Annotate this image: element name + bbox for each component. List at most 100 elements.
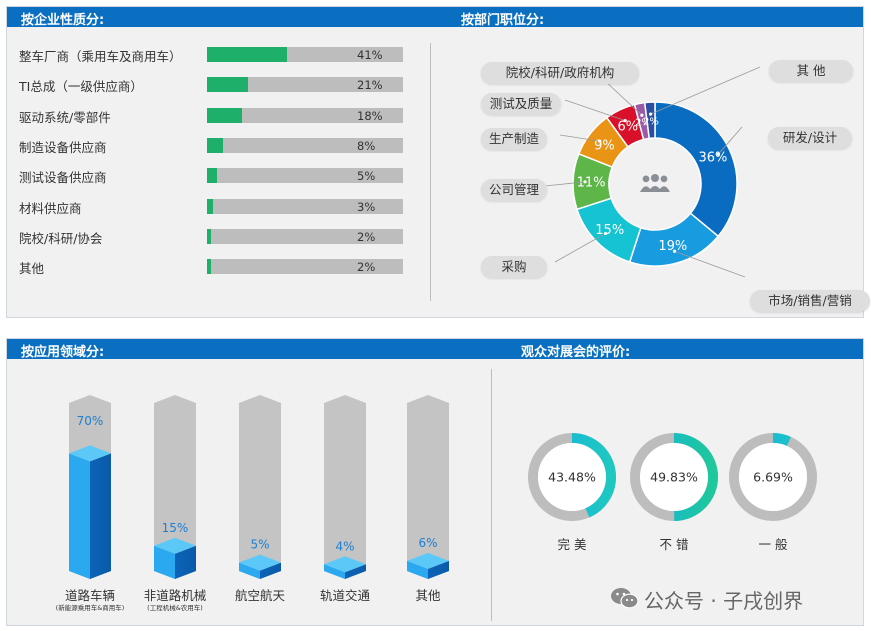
bar-value-label: 2% — [357, 260, 376, 275]
bar-track — [207, 137, 403, 153]
eval-ring-svg: 43.48% 49.83% 6.69% — [528, 433, 817, 521]
bar-fill — [207, 77, 249, 93]
leader-dot — [649, 112, 653, 116]
leader-line — [650, 66, 761, 115]
donut-slice-label: 15% — [595, 223, 624, 238]
column-category-label: 道路车辆 — [64, 588, 115, 603]
dept-category-pill: 市场/销售/营销 — [750, 290, 870, 312]
column-category-label: 非道路机械 — [143, 588, 207, 603]
column-cap — [324, 556, 366, 573]
category-label: 驱动系统/零部件 — [19, 109, 111, 125]
leader-dot — [640, 113, 644, 117]
bar-fill — [207, 259, 211, 275]
people-icon — [640, 174, 670, 192]
bar-value-label: 21% — [357, 78, 383, 93]
bar-fill — [207, 47, 288, 62]
column-fill — [69, 453, 111, 579]
bar-track — [207, 168, 403, 184]
ring-center — [640, 443, 708, 511]
column-category-label: 其他 — [415, 588, 441, 603]
ring-percent-label: 43.48% — [548, 470, 596, 485]
top-panel: 按企业性质分: 按部门职位分: 整车厂商（乘用车及商用车） 41% TI总成（一级供… — [6, 6, 870, 318]
dept-category-pill: 公司管理 — [481, 179, 547, 201]
bar-fill — [207, 198, 213, 214]
bar-value-label: 41% — [357, 48, 383, 62]
dept-category-pill: 研发/设计 — [768, 127, 852, 149]
bar-track — [207, 198, 403, 214]
category-label: 材料供应商 — [19, 200, 82, 216]
ring-value-arc — [528, 433, 616, 521]
category-label: 整车厂商（乘用车及商用车） — [19, 49, 182, 64]
donut-slice — [643, 101, 656, 140]
donut-slice-label: 19% — [658, 239, 687, 254]
bar-track — [207, 107, 403, 123]
column-cap — [407, 552, 449, 569]
column-value-label: 5% — [250, 538, 269, 552]
column-subcaption: (工程机械&农用车) — [147, 604, 203, 612]
bar-value-label: 5% — [357, 169, 376, 184]
domain-column-svg: 70% 15% 5% 4% 6% — [69, 395, 449, 579]
ring-category-label: 不 错 — [659, 537, 689, 552]
bottom-header-bar: 按应用领域分: 观众对展会的评价: — [7, 339, 863, 360]
ring-percent-label: 49.83% — [650, 470, 698, 485]
top-divider — [430, 43, 431, 301]
dept-category-pill: 测试及质量 — [481, 93, 561, 115]
bar-track — [207, 259, 403, 275]
watermark-text: 公众号 · 子戌创界 — [644, 589, 804, 613]
column-track — [154, 395, 196, 579]
dept-category-pill: 采购 — [481, 256, 547, 278]
column-fill — [407, 560, 449, 579]
column-cap — [69, 445, 111, 462]
donut-slice-label: 2% — [643, 117, 659, 128]
column-cap — [239, 554, 281, 571]
wechat-icon — [611, 588, 639, 609]
dept-donut-svg: 36%19%15%11%9%6%2%2% — [544, 66, 761, 278]
ring-category-label: 完 美 — [557, 537, 587, 552]
dept-category-pill: 生产制造 — [481, 128, 547, 150]
bar-value-label: 8% — [357, 138, 376, 153]
donut-slice-label: 6% — [617, 120, 638, 135]
category-label: 制造设备供应商 — [19, 139, 107, 155]
bottom-panel: 按应用领域分: 观众对展会的评价: 70% 15% 5% 4% 6% 道路车辆 (新能源乘用… — [6, 338, 864, 626]
leader-line — [674, 250, 746, 278]
column-fill — [324, 564, 366, 579]
category-label: TI总成（一级供应商） — [19, 79, 143, 95]
donut-slice-label: 11% — [577, 175, 606, 190]
bar-value-label: 2% — [357, 229, 376, 244]
nature-title: 按企业性质分: — [21, 13, 105, 28]
category-label: 院校/科研/协会 — [19, 230, 103, 246]
leader-line — [559, 134, 600, 142]
column-value-label: 6% — [418, 536, 437, 550]
leader-line — [544, 181, 586, 187]
leader-line — [554, 233, 606, 263]
bar-track — [207, 47, 403, 62]
column-category-label: 轨道交通 — [319, 588, 370, 603]
donut-slice — [654, 101, 738, 238]
category-label: 其他 — [19, 261, 45, 277]
donut-slice-label: 36% — [698, 150, 727, 165]
column-track — [324, 395, 366, 579]
leader-line — [718, 126, 743, 155]
column-subcaption: (新能源乘用车&商用车) — [55, 604, 125, 612]
leader-dot — [583, 180, 587, 184]
ring-percent-label: 6.69% — [753, 470, 793, 485]
column-value-label: 15% — [162, 521, 189, 535]
column-fill — [239, 562, 281, 579]
leader-dot — [623, 119, 627, 123]
ring-category-label: 一 般 — [758, 537, 788, 552]
leader-dot — [598, 139, 602, 143]
bar-fill — [207, 137, 223, 153]
bar-value-label: 18% — [357, 108, 383, 123]
bar-fill — [207, 168, 217, 184]
dept-title: 按部门职位分: — [461, 13, 545, 28]
ring-value-arc — [630, 433, 718, 521]
eval-title: 观众对展会的评价: — [521, 345, 631, 360]
leader-dot — [603, 231, 608, 236]
bar-value-label: 3% — [357, 199, 376, 214]
leader-dot — [716, 152, 720, 156]
column-value-label: 70% — [77, 414, 104, 428]
ring-center — [538, 443, 606, 511]
column-cap — [154, 537, 196, 554]
column-fill — [154, 545, 196, 579]
dept-category-pill: 院校/科研/政府机构 — [481, 62, 639, 84]
